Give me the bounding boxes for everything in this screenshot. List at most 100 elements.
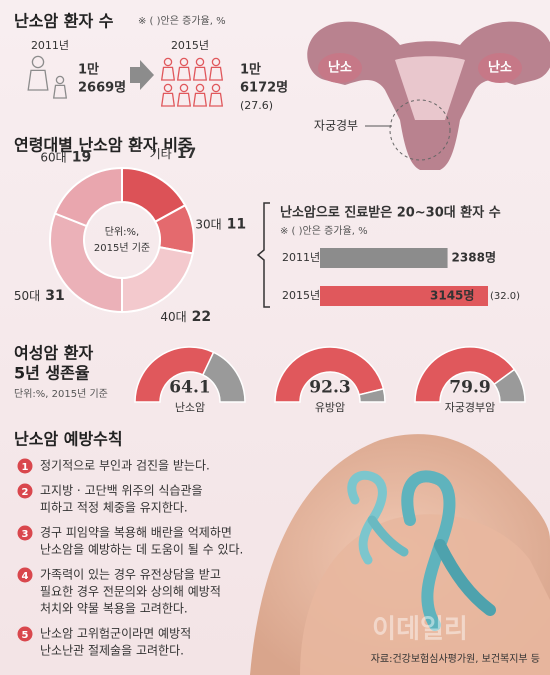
item-number: 2 (22, 487, 29, 498)
number-badge (17, 458, 33, 474)
item-text: 난소난관 절제술을 고려한다. (40, 644, 184, 658)
value-label: 92.3 (309, 378, 350, 398)
arrow (130, 60, 154, 90)
person-head (163, 57, 173, 67)
gauge-rest (201, 351, 246, 403)
person-head (55, 75, 65, 85)
gauge-value (414, 346, 516, 403)
note: ※ ( )안은 증가율, % (280, 225, 368, 237)
section-title: 난소암 환자 수 (14, 12, 114, 31)
value-label: 17 (177, 146, 196, 162)
category-label: 2015년 (282, 289, 320, 302)
gauge-rest (493, 368, 526, 403)
donut-segment (49, 212, 123, 314)
item-number: 3 (22, 529, 29, 540)
item-number: 4 (22, 571, 29, 582)
person-body (208, 66, 224, 81)
person-head (195, 57, 205, 67)
item-text: 경구 피임약을 복용해 배란을 억제하면 (40, 525, 232, 540)
section-title: 5년 생존율 (14, 364, 90, 383)
year-label: 2011년 (31, 39, 69, 52)
value-label: 79.9 (449, 378, 490, 398)
item-text: 처치와 약물 복용을 고려한다. (40, 601, 188, 616)
person-head (211, 57, 221, 67)
value-label: 6172명 (240, 80, 288, 96)
category-label: 2011년 (282, 251, 320, 264)
value-label: 2669명 (78, 80, 126, 96)
number-badge (17, 525, 33, 541)
diagram-label: 자궁경부 (314, 119, 358, 133)
growth-label: (27.6) (240, 99, 273, 112)
value-label: 3145명 (430, 289, 474, 303)
bracket (256, 202, 270, 308)
number-badge (17, 567, 33, 583)
item-text: 난소암을 예방하는 데 도움이 될 수 있다. (40, 543, 243, 557)
item-number: 1 (22, 462, 29, 473)
person-body (192, 92, 208, 107)
category-label: 난소암 (175, 401, 205, 414)
item-text: 난소암 고위험군이라면 예방적 (40, 627, 191, 641)
item-text: 정기적으로 부인과 검진을 받는다. (40, 459, 210, 473)
person-body (208, 92, 224, 107)
value-label: 31 (45, 288, 64, 304)
person-body (52, 84, 68, 99)
person-head (179, 83, 189, 93)
growth-label: (32.0) (490, 291, 520, 302)
person-head (195, 83, 205, 93)
person-head (163, 83, 173, 93)
item-number: 5 (22, 630, 29, 641)
segment-label: 기타 17 (150, 146, 197, 162)
note: ※ ( )안은 증가율, % (138, 15, 226, 27)
value-label: 1만 (78, 62, 99, 78)
note: 단위:%, 2015년 기준 (14, 387, 108, 400)
watermark: 이데일리 (372, 615, 468, 645)
donut-segment (53, 166, 123, 228)
item-text: 고지방 · 고단백 위주의 식습관을 (40, 484, 203, 498)
center-label: 단위:%, (105, 225, 139, 238)
chart-title: 난소암으로 진료받은 20~30대 환자 수 (280, 205, 501, 221)
category-label: 유방암 (315, 401, 345, 414)
category-label: 40대 (160, 310, 186, 324)
number-badge (17, 483, 33, 499)
source: 자료:건강보험심사평가원, 보건복지부 등 (371, 653, 540, 665)
segment-label: 60대 19 (40, 149, 91, 165)
diagram-label: 난소 (488, 61, 512, 76)
gauge-rest (358, 387, 386, 403)
person-head (179, 57, 189, 67)
person-body (192, 66, 208, 81)
pictogram (160, 57, 224, 107)
item-text: 피하고 적정 체중을 유지한다. (40, 501, 188, 515)
person-body (176, 66, 192, 81)
hands-photo (250, 434, 550, 675)
person-body (160, 92, 176, 107)
category-label: 기타 (150, 146, 172, 160)
segment-label: 50대 31 (14, 288, 65, 304)
category-label: 50대 (14, 289, 40, 303)
uterus-diagram (307, 21, 550, 170)
center-label: 2015년 기준 (94, 242, 150, 254)
value-label: 2388명 (452, 251, 496, 265)
category-label: 자궁경부암 (445, 401, 496, 414)
segment-label: 40대 22 (160, 309, 211, 325)
section-title: 난소암 예방수칙 (14, 430, 123, 449)
value-label: 64.1 (169, 378, 210, 398)
value-label: 19 (72, 149, 91, 165)
value-label: 11 (227, 216, 246, 232)
year-label: 2015년 (171, 39, 209, 52)
bar (320, 286, 488, 306)
category-label: 30대 (195, 217, 221, 231)
section-title: 연령대별 난소암 환자 비중 (14, 136, 193, 155)
section-title: 여성암 환자 (14, 344, 93, 363)
person-head (211, 83, 221, 93)
person-body (27, 69, 49, 91)
gauge-value (274, 346, 385, 403)
person-body (176, 92, 192, 107)
item-text: 가족력이 있는 경우 유전상담을 받고 (40, 568, 221, 582)
item-text: 필요한 경우 전문의와 상의해 예방적 (40, 585, 221, 599)
number-badge (17, 626, 33, 642)
value-label: 1만 (240, 62, 261, 78)
diagram-label: 난소 (328, 61, 352, 76)
value-label: 22 (192, 309, 211, 325)
bar (320, 248, 448, 268)
